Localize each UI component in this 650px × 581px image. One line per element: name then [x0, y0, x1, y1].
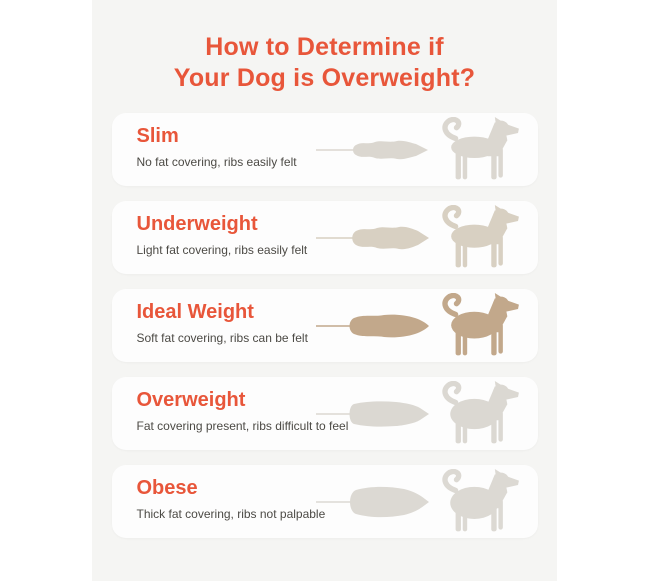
category-card-list: Slim No fat covering, ribs easily felt [92, 113, 557, 538]
card-text-block: Underweight Light fat covering, ribs eas… [137, 213, 308, 257]
card-obese: Obese Thick fat covering, ribs not palpa… [111, 465, 538, 538]
card-text-block: Obese Thick fat covering, ribs not palpa… [137, 477, 326, 521]
dog-top-view-icon [315, 401, 429, 427]
card-text-block: Overweight Fat covering present, ribs di… [137, 389, 349, 433]
card-ideal-weight: Ideal Weight Soft fat covering, ribs can… [111, 289, 538, 362]
dog-side-view-icon [441, 469, 519, 532]
dog-top-view-icon [315, 140, 428, 160]
dog-side-view-icon [441, 117, 519, 180]
page-title: How to Determine if Your Dog is Overweig… [92, 0, 557, 94]
dog-side-view-icon [441, 381, 519, 444]
dog-top-view-icon [315, 314, 429, 338]
card-description: Fat covering present, ribs difficult to … [136, 419, 349, 433]
card-text-block: Ideal Weight Soft fat covering, ribs can… [137, 301, 308, 345]
dog-top-view-icon [315, 226, 429, 250]
card-underweight: Underweight Light fat covering, ribs eas… [111, 201, 538, 274]
dog-side-view-icon [441, 293, 519, 356]
card-description: Thick fat covering, ribs not palpable [136, 507, 326, 521]
card-text-block: Slim No fat covering, ribs easily felt [137, 125, 297, 169]
page-title-line2: Your Dog is Overweight? [173, 64, 476, 92]
card-description: No fat covering, ribs easily felt [136, 155, 297, 169]
card-description: Soft fat covering, ribs can be felt [136, 331, 308, 345]
card-slim: Slim No fat covering, ribs easily felt [111, 113, 538, 186]
card-title: Slim [136, 125, 179, 147]
card-title: Underweight [136, 213, 258, 235]
dog-top-view-icon [315, 486, 429, 518]
page-title-line1: How to Determine if [205, 33, 444, 61]
card-description: Light fat covering, ribs easily felt [136, 243, 308, 257]
card-overweight: Overweight Fat covering present, ribs di… [111, 377, 538, 450]
dog-side-view-icon [441, 205, 519, 268]
card-title: Obese [136, 477, 198, 499]
card-title: Overweight [136, 389, 246, 411]
infographic-panel: How to Determine if Your Dog is Overweig… [92, 0, 557, 581]
card-title: Ideal Weight [136, 301, 254, 323]
